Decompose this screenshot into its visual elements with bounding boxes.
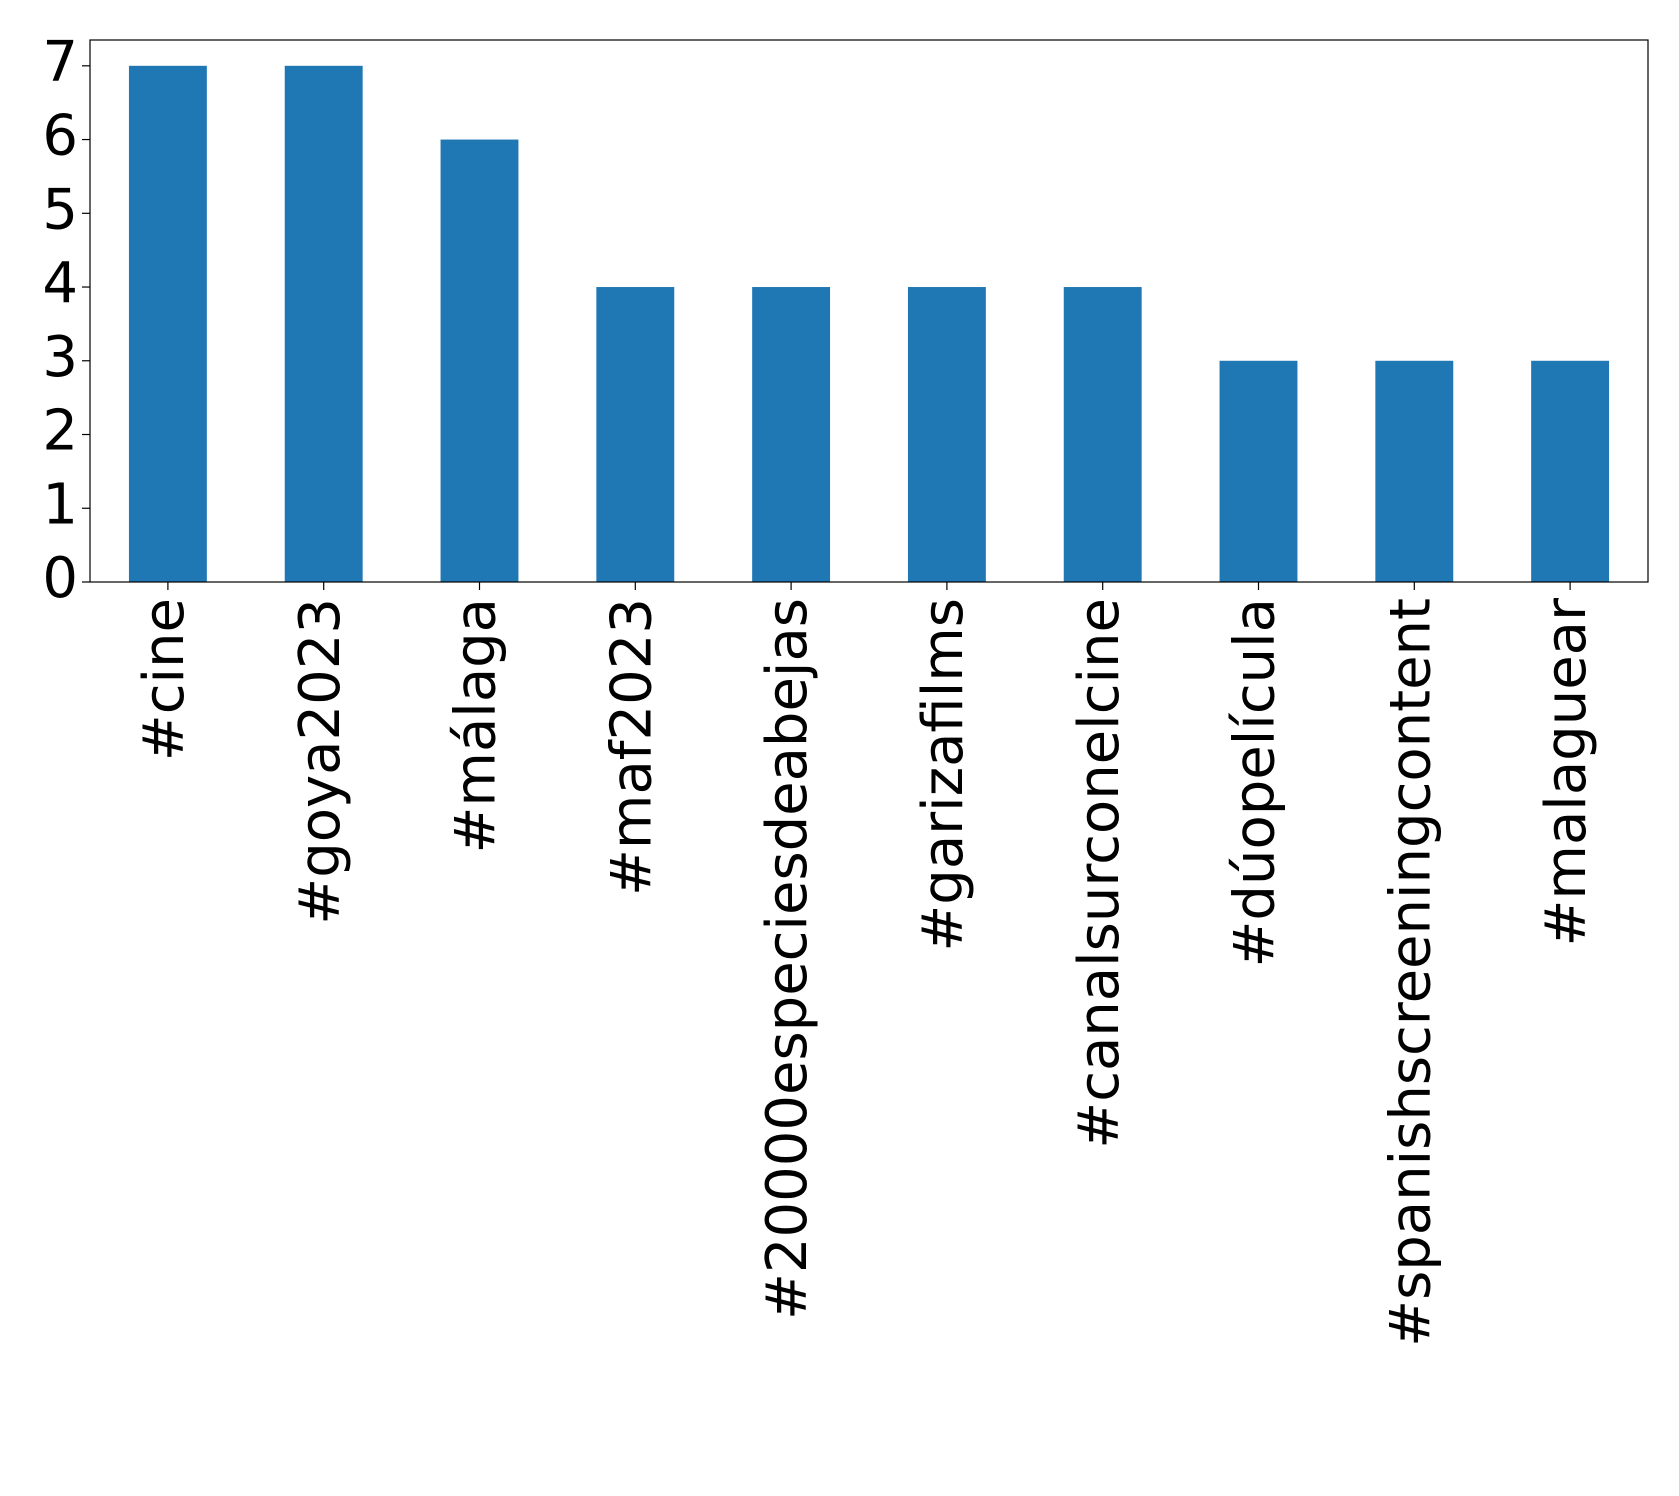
bar [1063,287,1142,582]
x-tick-label: #20000especiesdeabejas [755,598,820,1320]
x-tick-label: #málaga [444,598,509,854]
x-tick-label: #goya2023 [288,598,353,925]
x-tick-label: #malaguear [1534,597,1599,946]
bar [596,287,675,582]
x-tick-label: #canalsurconelcine [1067,598,1132,1149]
y-tick-label: 3 [42,325,78,390]
bar [1219,360,1298,582]
y-tick-label: 4 [42,251,78,316]
x-tick-label: #maf2023 [599,598,664,896]
bar [907,287,986,582]
y-tick-label: 7 [42,30,78,95]
bar [440,139,519,582]
y-tick-label: 2 [42,399,78,464]
y-tick-label: 5 [42,177,78,242]
bar [128,65,207,583]
x-tick-label: #dúopelícula [1223,598,1288,968]
x-tick-label: #cine [132,598,197,761]
y-tick-label: 1 [42,472,78,537]
y-tick-label: 6 [42,104,78,169]
y-tick-label: 0 [42,546,78,611]
bar [752,287,831,582]
bar [1375,360,1454,582]
x-tick-label: #garizafilms [911,598,976,952]
plot-frame [89,39,1649,583]
x-tick-label: #spanishscreeningcontent [1378,598,1443,1347]
bar [1531,360,1610,582]
bar [284,65,363,583]
